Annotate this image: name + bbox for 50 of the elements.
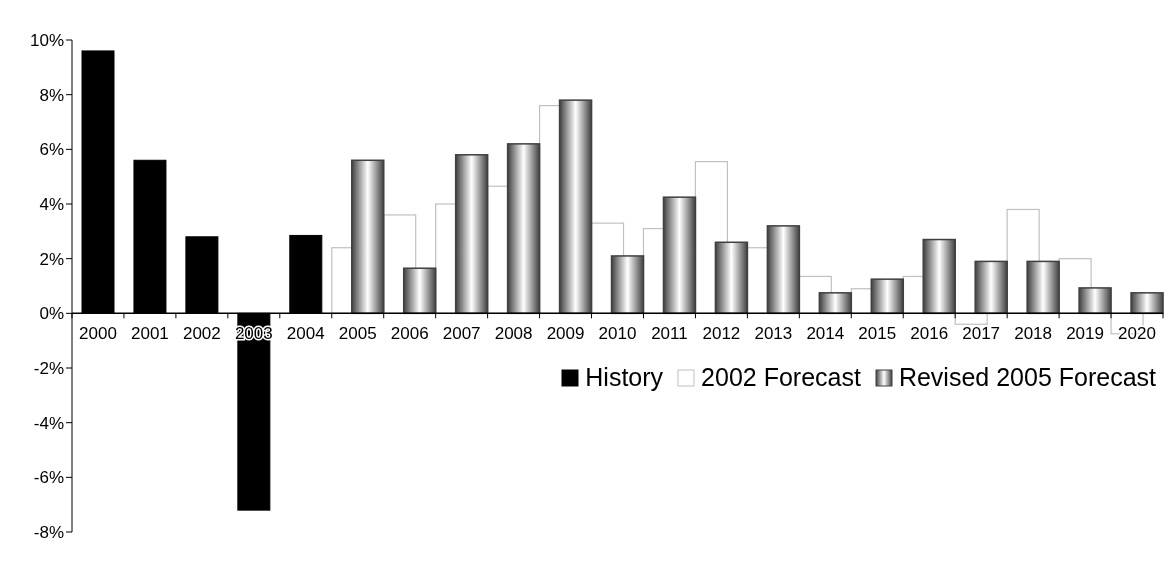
x-tick-label: 2006 <box>390 324 429 344</box>
bar <box>714 241 749 315</box>
x-tick-label: 2012 <box>702 324 741 344</box>
bar <box>351 159 385 315</box>
x-tick-label: 2001 <box>131 324 169 344</box>
y-tick-label: -8% <box>33 523 64 543</box>
x-tick-label: 2018 <box>1014 324 1053 344</box>
x-tick-label: 2007 <box>442 324 481 344</box>
x-tick-label: 2017 <box>962 324 1001 344</box>
bar <box>1130 292 1164 315</box>
y-tick-label: -2% <box>33 359 64 379</box>
bar <box>870 278 905 315</box>
bar <box>974 260 1008 315</box>
x-tick-label: 2011 <box>651 324 688 344</box>
x-tick-label: 2015 <box>858 324 897 344</box>
legend-label: 2002 Forecast <box>701 363 861 392</box>
y-tick-label: 2% <box>39 249 64 269</box>
legend-label: History <box>585 363 664 392</box>
bar <box>662 196 697 315</box>
y-tick-label: -6% <box>33 468 64 488</box>
bar <box>766 225 801 315</box>
x-tick-label: 2000 <box>79 324 117 344</box>
bar <box>402 267 437 315</box>
x-tick-label: 2002 <box>182 324 221 344</box>
legend-label: Revised 2005 Forecast <box>898 363 1156 392</box>
y-tick-label: -4% <box>33 413 64 433</box>
x-tick-label: 2008 <box>494 324 533 344</box>
x-tick-label: 2004 <box>286 324 325 344</box>
bar <box>454 154 489 315</box>
bar <box>954 312 988 325</box>
x-tick-label: 2016 <box>910 324 949 344</box>
x-tick-label: 2013 <box>754 324 793 344</box>
x-tick-label: 2014 <box>806 324 845 344</box>
bar <box>558 99 593 315</box>
y-tick-label: 4% <box>39 195 64 215</box>
y-tick-label: 10% <box>29 31 64 51</box>
x-tick-label: 2020 <box>1118 324 1156 344</box>
bar <box>506 143 541 315</box>
bar <box>1026 260 1060 315</box>
bar <box>1078 287 1112 315</box>
bar <box>922 238 956 315</box>
x-tick-label: 2019 <box>1066 324 1104 344</box>
bar <box>610 255 645 315</box>
x-tick-label: 2005 <box>338 324 377 344</box>
x-tick-label: 2010 <box>598 324 637 344</box>
x-tick-label: 2009 <box>546 324 585 344</box>
y-tick-label: 0% <box>39 304 64 324</box>
y-tick-label: 6% <box>39 140 64 160</box>
y-tick-label: 8% <box>39 85 64 105</box>
bar <box>818 292 853 315</box>
